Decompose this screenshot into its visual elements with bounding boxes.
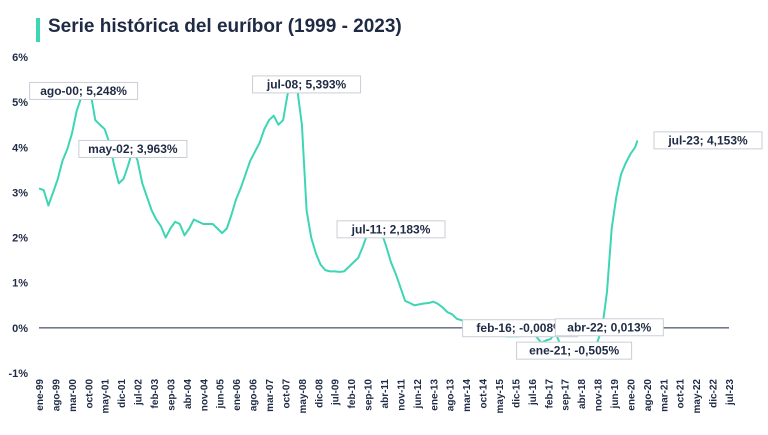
annotation-box	[516, 341, 633, 360]
x-tick-label: may-08	[298, 379, 309, 414]
x-tick-label: mar-00	[68, 379, 79, 412]
y-tick-label: 6%	[12, 52, 28, 64]
data-label: jul-23; 4,153%	[667, 133, 748, 147]
x-tick-label: nov-11	[396, 379, 407, 411]
x-tick-label: jun-12	[413, 379, 424, 410]
x-tick-label: oct-21	[676, 379, 687, 409]
x-tick-label: ene-20	[626, 379, 637, 411]
x-tick-label: jul-09	[331, 379, 342, 407]
x-tick-label: jun-05	[216, 379, 227, 410]
y-tick-label: 2%	[12, 233, 28, 245]
y-tick-label: 0%	[12, 323, 28, 335]
x-tick-label: sep-10	[364, 379, 375, 411]
y-tick-label: -1%	[8, 368, 28, 380]
x-tick-label: abr-11	[380, 379, 391, 409]
x-tick-label: may-22	[692, 379, 703, 414]
euribor-line	[38, 83, 639, 352]
x-tick-label: oct-14	[479, 379, 490, 409]
data-label: may-02; 3,963%	[88, 142, 178, 156]
x-tick-label: abr-18	[577, 379, 588, 409]
x-tick-label: ago-06	[249, 379, 260, 412]
x-tick-label: jul-02	[134, 379, 145, 407]
title-accent-bar	[36, 18, 40, 42]
x-tick-label: jul-16	[528, 379, 539, 407]
x-tick-label: mar-14	[462, 379, 473, 412]
data-label: jul-11; 2,183%	[351, 222, 431, 236]
annotation-box	[554, 318, 664, 337]
data-label: abr-22; 0,013%	[567, 320, 651, 334]
x-tick-label: ene-13	[429, 379, 440, 411]
x-tick-label: jun-19	[610, 379, 621, 410]
x-tick-label: may-01	[101, 379, 112, 414]
x-tick-label: jul-23	[725, 379, 736, 407]
x-tick-label: mar-07	[265, 379, 276, 412]
y-tick-label: 5%	[12, 97, 28, 109]
x-tick-label: dic-08	[314, 379, 325, 408]
y-tick-label: 3%	[12, 187, 28, 199]
annotation-box	[336, 220, 446, 239]
data-label: feb-16; -0,008%	[476, 321, 564, 335]
x-tick-label: sep-17	[561, 379, 572, 411]
x-tick-label: mar-21	[659, 379, 670, 412]
y-tick-label: 4%	[12, 142, 28, 154]
x-tick-label: dic-22	[709, 379, 720, 408]
x-tick-label: feb-10	[347, 379, 358, 409]
data-label: jul-08; 5,393%	[266, 77, 347, 91]
x-tick-label: feb-17	[544, 379, 555, 409]
x-tick-label: feb-03	[150, 379, 161, 409]
x-tick-label: ene-06	[232, 379, 243, 411]
x-tick-label: ago-20	[643, 379, 654, 412]
chart-title: Serie histórica del euríbor (1999 - 2023…	[48, 16, 402, 37]
x-tick-label: ene-99	[35, 379, 46, 411]
x-tick-label: oct-00	[84, 379, 95, 409]
x-tick-label: may-15	[495, 379, 506, 414]
annotation-box	[252, 75, 362, 94]
y-tick-label: 1%	[12, 278, 28, 290]
x-tick-label: dic-01	[117, 379, 128, 408]
annotation-box	[78, 139, 188, 158]
x-tick-label: dic-15	[511, 379, 522, 408]
x-tick-label: ago-99	[51, 379, 62, 412]
x-tick-label: nov-04	[199, 379, 210, 412]
x-tick-label: abr-04	[183, 379, 194, 409]
x-tick-label: ago-13	[446, 379, 457, 412]
x-tick-label: sep-03	[166, 379, 177, 411]
annotation-box	[29, 81, 139, 100]
annotation-box	[653, 131, 763, 150]
data-label: ago-00; 5,248%	[40, 84, 127, 98]
x-tick-label: nov-18	[594, 379, 605, 412]
x-tick-label: oct-07	[281, 379, 292, 409]
data-label: ene-21; -0,505%	[529, 344, 619, 358]
